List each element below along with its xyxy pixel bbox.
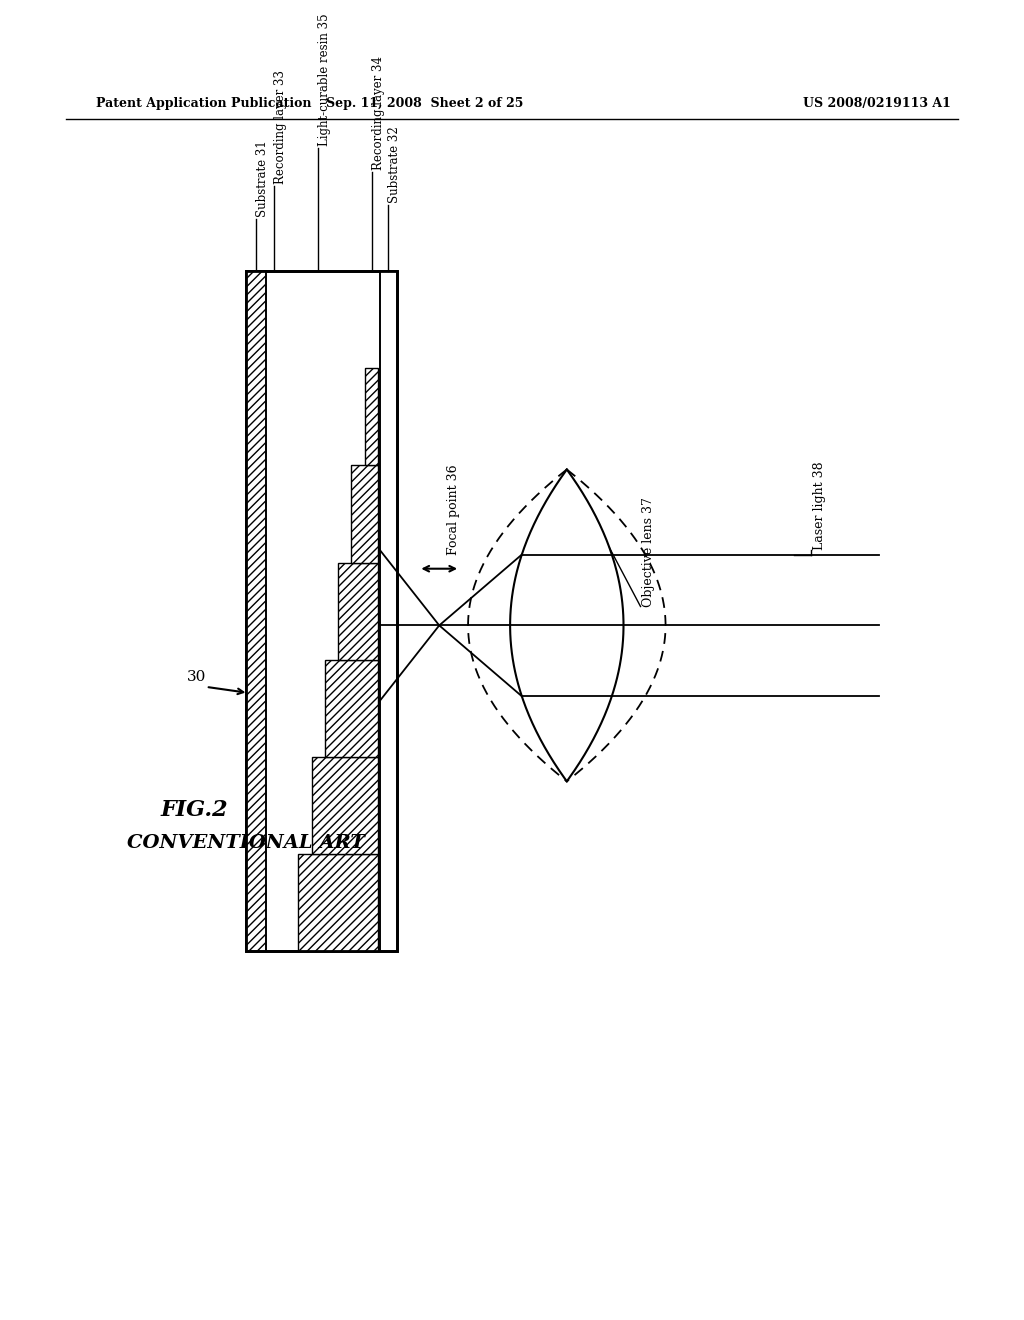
Bar	[351, 466, 378, 562]
Bar	[380, 271, 396, 952]
Bar	[246, 271, 396, 952]
Text: Patent Application Publication: Patent Application Publication	[96, 98, 311, 111]
Bar	[365, 368, 378, 466]
Bar	[311, 758, 378, 854]
Text: Laser light 38: Laser light 38	[812, 461, 825, 550]
Text: Light-curable resin 35: Light-curable resin 35	[318, 13, 332, 147]
Bar	[351, 466, 378, 562]
Bar	[338, 562, 378, 660]
Bar	[311, 758, 378, 854]
Bar	[325, 660, 378, 758]
Text: Recording layer 34: Recording layer 34	[372, 55, 385, 170]
Bar	[365, 368, 378, 466]
Text: FIG.2: FIG.2	[161, 799, 228, 821]
Bar	[246, 271, 266, 952]
Bar	[338, 562, 378, 660]
Bar	[246, 271, 396, 952]
Text: Objective lens 37: Objective lens 37	[642, 496, 655, 606]
Text: Sep. 11, 2008  Sheet 2 of 25: Sep. 11, 2008 Sheet 2 of 25	[327, 98, 523, 111]
Text: Substrate 32: Substrate 32	[388, 127, 401, 203]
Text: Substrate 31: Substrate 31	[256, 140, 269, 218]
Text: US 2008/0219113 A1: US 2008/0219113 A1	[803, 98, 951, 111]
Bar	[246, 271, 266, 952]
Text: Focal point 36: Focal point 36	[446, 463, 460, 554]
Bar	[298, 854, 378, 952]
Text: CONVENTIONAL ART: CONVENTIONAL ART	[127, 834, 366, 851]
Text: Recording layer 33: Recording layer 33	[273, 70, 287, 183]
Bar	[325, 660, 378, 758]
Text: 30: 30	[186, 671, 206, 684]
Bar	[298, 854, 378, 952]
